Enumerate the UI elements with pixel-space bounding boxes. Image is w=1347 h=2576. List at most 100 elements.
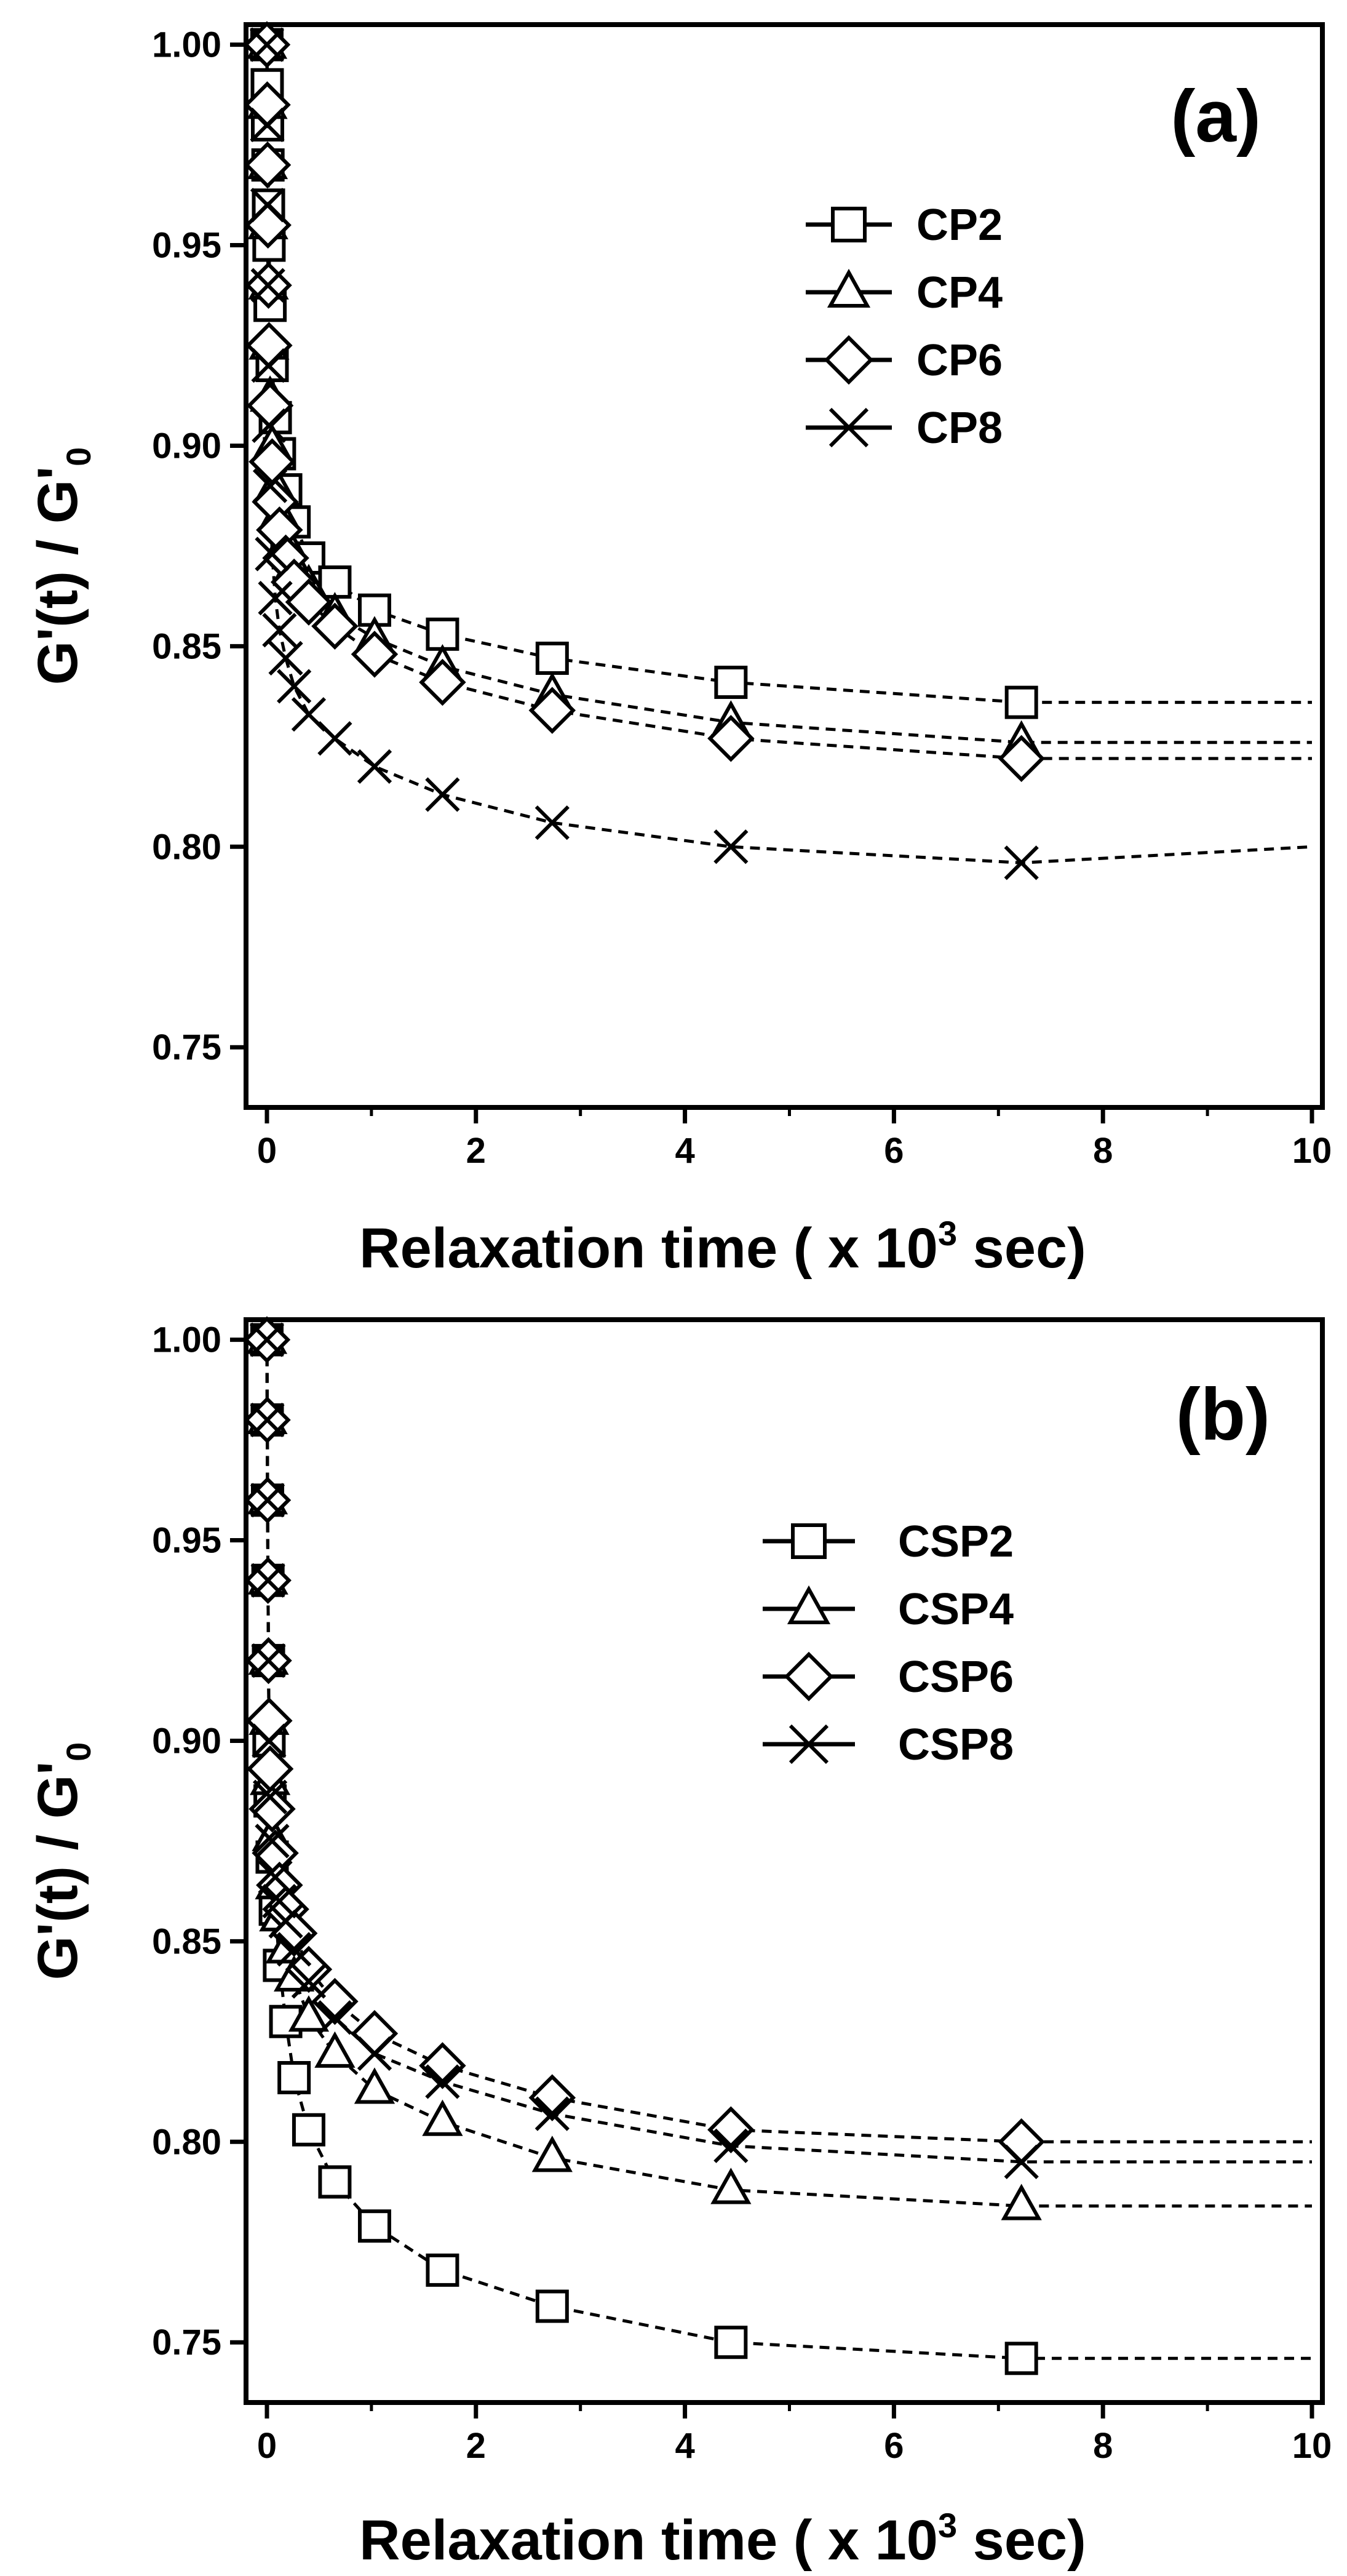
data-point-csp8 [357,2036,392,2072]
data-point-csp2 [1004,2342,1038,2375]
data-point-csp2 [292,2113,325,2147]
data-point-csp8 [250,1483,285,1518]
data-point-csp4 [314,2031,356,2068]
data-point-cp8 [252,408,287,443]
data-point-csp8 [252,1723,287,1758]
y-tick-label: 0.90 [152,1721,221,1761]
cross-marker-icon [828,407,869,448]
data-point-cp8 [250,268,285,303]
legend-label: CP4 [916,268,1003,317]
x-tick-label: 4 [675,1131,694,1171]
data-point-cp8 [277,669,312,704]
legend: CP2 CP4 CP6 CP8 [806,201,1003,453]
data-point-cp8 [534,805,570,840]
data-point-cp8 [357,749,392,784]
data-point-cp6 [244,141,292,189]
y-tick-label: 1.00 [152,25,221,65]
data-point-csp6 [707,2106,755,2153]
data-point-csp8 [713,2128,749,2163]
legend-entry-csp8: CSP8 [763,1720,1014,1769]
legend-label: CP2 [916,201,1003,250]
diamond-marker-icon [824,335,874,385]
x-tick-label: 0 [257,1131,277,1171]
panel-a: 0 2 4 6 8 10 0.75 0.80 0.85 0.90 0.95 1.00 (a) CP2 … [26,21,1332,1280]
data-point-csp8 [291,1964,327,1999]
y-axis-title: G'(t) / G'0 [26,1742,98,1980]
data-point-cp6 [707,715,755,762]
data-point-cp8 [262,613,297,648]
data-markers [243,21,1045,880]
data-point-cp8 [252,468,288,503]
y-tick-label: 0.75 [152,2323,221,2363]
legend-entry-csp4: CSP4 [763,1585,1014,1634]
data-point-cp2 [318,565,352,599]
plot-frame [244,1317,1325,2405]
data-point-csp8 [249,1322,285,1357]
y-tick-label: 0.80 [152,827,221,867]
square-marker-icon [791,1523,827,1559]
legend-label: CP6 [916,336,1003,385]
data-point-csp2 [426,2253,459,2287]
x-tick-label: 4 [675,2426,694,2466]
panel-b: 0 2 4 6 8 10 0.75 0.80 0.85 0.90 0.95 1.00 (b) CSP2… [26,1316,1332,2572]
x-tick-label: 6 [884,2426,904,2466]
data-point-csp8 [250,1402,285,1438]
data-point-cp8 [425,777,460,812]
data-point-csp4 [354,2067,395,2104]
x-tick-label: 2 [466,1131,486,1171]
data-point-csp8 [534,2096,570,2131]
x-tick-label: 10 [1292,2426,1332,2466]
triangle-marker-icon [787,1585,831,1624]
data-point-cp2 [535,641,569,675]
x-tick-label: 8 [1093,2426,1113,2466]
y-axis-title: G'(t) / G'0 [26,447,98,685]
data-point-csp8 [317,2000,352,2035]
panel-label: (b) [1176,1373,1270,1456]
data-point-cp6 [998,735,1045,783]
data-point-csp6 [528,2074,576,2121]
data-point-csp4 [531,2135,573,2172]
panel-label: (a) [1170,75,1261,158]
cross-marker-icon [789,1724,829,1765]
data-point-cp8 [255,536,290,572]
y-tick-label: 0.75 [152,1027,221,1067]
y-tick-label: 1.00 [152,1320,221,1360]
data-point-cp2 [1004,685,1038,719]
data-point-cp2 [714,666,748,700]
data-point-cp8 [251,348,286,383]
axis-ticks: 0 2 4 6 8 10 0.75 0.80 0.85 0.90 0.95 1.00 [152,25,1332,1171]
data-point-csp6 [248,1785,296,1833]
data-point-cp6 [285,578,333,626]
y-tick-label: 0.95 [152,226,221,266]
data-point-csp8 [262,1884,297,1919]
legend-label: CSP6 [898,1653,1014,1702]
legend: CSP2 CSP4 CSP6 CSP8 [763,1517,1014,1769]
legend-label: CSP4 [898,1585,1014,1634]
legend-label: CP8 [916,404,1003,453]
data-point-cp6 [351,631,399,678]
data-point-csp4 [422,2099,463,2136]
legend-entry-csp2: CSP2 [763,1517,1014,1566]
data-point-csp4 [710,2167,752,2204]
x-axis-title: Relaxation time ( x 103 sec) [359,2506,1086,2572]
data-point-csp8 [255,1824,290,1859]
x-tick-label: 6 [884,1131,904,1171]
data-point-csp4 [1001,2183,1042,2220]
axis-ticks: 0 2 4 6 8 10 0.75 0.80 0.85 0.90 0.95 1.00 [152,1320,1332,2466]
data-point-cp8 [250,188,285,223]
data-point-csp8 [251,1643,286,1678]
data-point-csp2 [714,2326,748,2359]
y-tick-label: 0.85 [152,626,221,666]
y-tick-label: 0.90 [152,426,221,466]
data-point-csp8 [1004,2144,1039,2180]
data-point-csp2 [277,2061,311,2094]
x-axis-title: Relaxation time ( x 103 sec) [359,1214,1086,1280]
x-tick-label: 10 [1292,1131,1332,1171]
data-point-csp6 [419,2042,466,2089]
data-point-cp8 [713,829,749,864]
data-point-csp6 [285,1945,333,1993]
data-point-cp6 [419,658,466,706]
legend-entry-csp6: CSP6 [763,1651,1014,1702]
x-tick-label: 2 [466,2426,486,2466]
fit-curve-cp2 [265,44,1312,704]
